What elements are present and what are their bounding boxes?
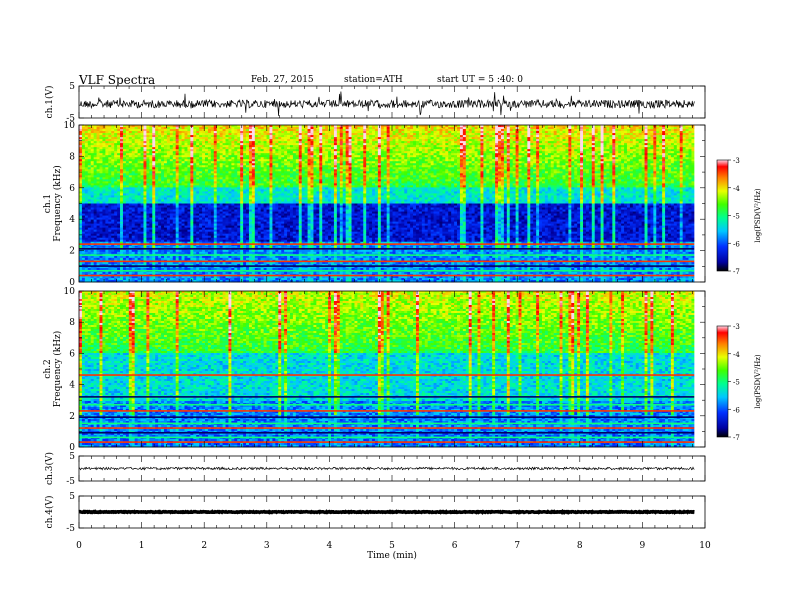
y-tick-label: 10 <box>64 287 76 297</box>
x-tick-label: 2 <box>201 541 207 551</box>
y-axis-label-frequency: Frequency (kHz) <box>52 331 63 408</box>
spectral-band-line <box>79 374 694 376</box>
y-axis-label-channel: ch.1 <box>43 194 53 213</box>
spectral-band-line <box>79 437 694 439</box>
colorbar-tick-label: -6 <box>733 406 740 414</box>
spectral-band-line <box>79 265 694 267</box>
y-tick-label: 8 <box>69 318 75 328</box>
x-tick-label: 10 <box>699 541 711 551</box>
waveform-ch1 <box>79 92 694 116</box>
y-axis-label: ch.3(V) <box>44 452 55 485</box>
y-tick-label: 6 <box>69 349 75 359</box>
colorbar-tick-label: -3 <box>733 157 740 165</box>
y-tick-label: 8 <box>69 152 75 162</box>
x-tick-label: 3 <box>264 541 270 551</box>
colorbar <box>717 160 728 271</box>
y-tick-label: 2 <box>69 412 75 422</box>
y-axis-label-channel: ch.2 <box>43 359 53 378</box>
spectral-band-line <box>79 275 694 277</box>
colorbar-label: log(PSD(V²/Hz) <box>754 354 762 409</box>
y-tick-label: 5 <box>69 492 75 502</box>
colorbar-tick-label: -5 <box>733 213 740 221</box>
spectral-band-line <box>79 427 694 429</box>
waveform-ch3 <box>79 467 694 469</box>
y-tick-label: 4 <box>69 215 75 225</box>
spectral-band-line <box>79 243 694 245</box>
spectral-band-line <box>79 261 694 263</box>
x-tick-label: 6 <box>452 541 458 551</box>
spectral-band-line <box>79 410 694 412</box>
y-axis-label: ch.1(V) <box>44 86 55 119</box>
y-axis-label-frequency: Frequency (kHz) <box>52 165 63 242</box>
spectral-band-line <box>79 254 694 256</box>
colorbar-tick-label: -7 <box>733 434 740 442</box>
y-tick-label: -5 <box>66 477 75 487</box>
colorbar-tick-label: -3 <box>733 323 740 331</box>
x-tick-label: 9 <box>640 541 646 551</box>
y-tick-label: 4 <box>69 381 75 391</box>
spectral-band-line <box>79 248 694 250</box>
spectral-band-line <box>79 441 694 443</box>
spectrogram-ch1 <box>79 125 695 282</box>
x-tick-label: 5 <box>389 541 395 551</box>
y-tick-label: 10 <box>64 121 76 131</box>
spectral-band-line <box>79 432 694 434</box>
colorbar-label: log(PSD(V²/Hz) <box>754 188 762 243</box>
y-tick-label: 2 <box>69 247 75 257</box>
x-tick-label: 7 <box>514 541 520 551</box>
spectral-band-line <box>79 270 694 272</box>
waveform-ch4 <box>79 512 694 513</box>
colorbar-tick-label: -5 <box>733 379 740 387</box>
colorbar-tick-label: -6 <box>733 240 740 248</box>
x-tick-label: 1 <box>139 541 145 551</box>
y-axis-label: ch.4(V) <box>44 496 55 529</box>
spectral-band-line <box>79 423 694 425</box>
x-tick-label: 0 <box>76 541 82 551</box>
colorbar-tick-label: -4 <box>733 185 740 193</box>
colorbar-tick-label: -7 <box>733 268 740 276</box>
spectral-band-line <box>79 396 694 398</box>
spectral-band-line <box>79 404 694 406</box>
spectral-band-line <box>79 416 694 418</box>
x-axis-label: Time (min) <box>367 550 417 561</box>
y-tick-label: 5 <box>69 82 75 92</box>
colorbar <box>717 326 728 437</box>
y-tick-label: 5 <box>69 452 75 462</box>
colorbar-tick-label: -4 <box>733 351 740 359</box>
x-tick-label: 4 <box>327 541 333 551</box>
y-tick-label: -5 <box>66 524 75 534</box>
x-tick-label: 8 <box>577 541 583 551</box>
y-tick-label: 6 <box>69 184 75 194</box>
